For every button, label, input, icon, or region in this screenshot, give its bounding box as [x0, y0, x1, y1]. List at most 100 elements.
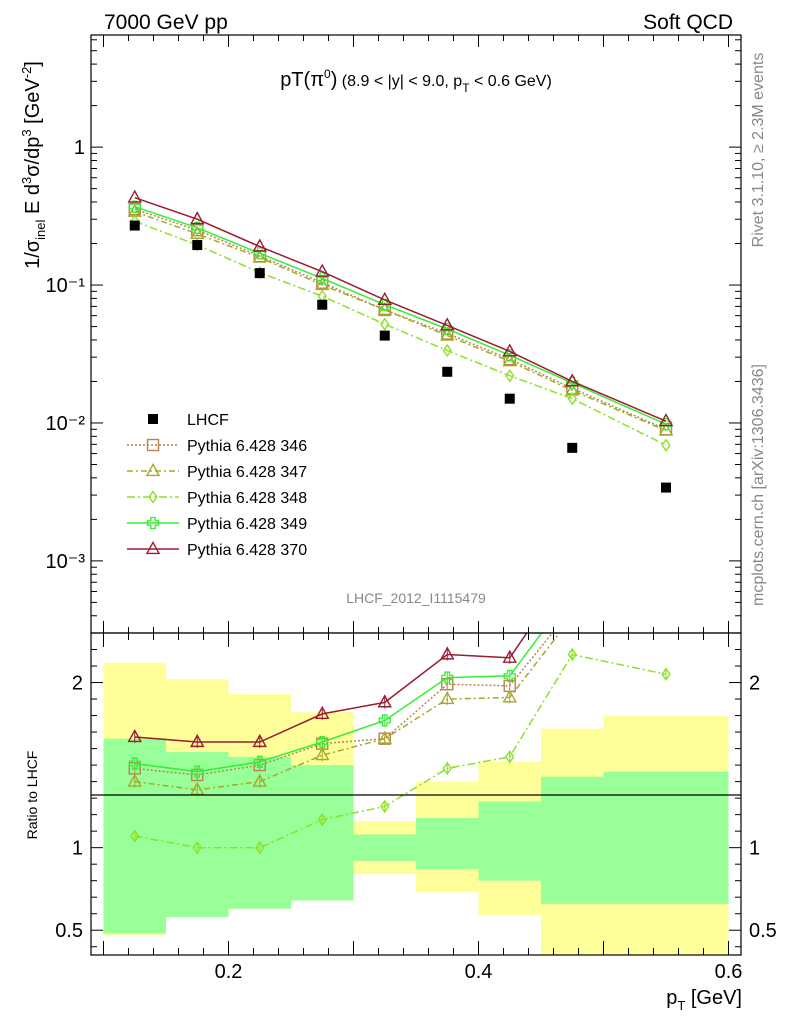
- main-series-point: [505, 369, 515, 383]
- ratio-y-tick-label: 1: [72, 838, 83, 860]
- ratio-series-point: [661, 667, 671, 682]
- main-series-point: [565, 373, 580, 387]
- main-series-point: [442, 343, 452, 358]
- ratio-series-point: [505, 750, 515, 764]
- legend-marker: [146, 516, 160, 530]
- lhcf-data-point: [254, 268, 265, 279]
- ratio-series-point: [128, 757, 141, 770]
- main-series-point: [502, 353, 517, 367]
- ratio-y-axis-label: Ratio to LHCF: [24, 751, 40, 840]
- legend-label: Pythia 6.428 370: [187, 542, 307, 559]
- ratio-series-point: [252, 773, 267, 787]
- x-tick-label: 0.2: [215, 961, 243, 983]
- legend-marker: [148, 490, 158, 504]
- ratio-series-point: [440, 690, 455, 705]
- ratio-series-point: [255, 840, 265, 855]
- lhcf-data-point: [567, 442, 578, 453]
- main-y-tick-label: 10⁻²: [46, 413, 86, 435]
- ratio-series-point: [377, 730, 392, 744]
- ratio-series-point: [190, 733, 205, 748]
- rivet-version-text: Rivet 3.1.10, ≥ 2.3M events: [750, 53, 767, 248]
- main-plot-panel: 1 10⁻¹ 10⁻² 10⁻³: [46, 34, 742, 634]
- plot-title: pT(π0) (8.9 < |y| < 9.0, pT < 0.6 GeV): [280, 67, 552, 95]
- main-series-point: [191, 221, 204, 234]
- ratio-series-point: [567, 647, 577, 662]
- legend-label: Pythia 6.428 346: [187, 438, 307, 455]
- legend-marker: [146, 438, 160, 452]
- lhcf-data-point: [317, 299, 328, 310]
- header-left: 7000 GeV pp: [104, 11, 228, 34]
- lhcf-data-point: [504, 393, 515, 404]
- ratio-series-point: [315, 705, 330, 720]
- main-series-point: [252, 249, 267, 263]
- legend-label: Pythia 6.428 347: [187, 464, 307, 481]
- main-series-line: [134, 196, 667, 422]
- main-series-point: [567, 391, 577, 406]
- x-axis-label: pT [GeV]: [666, 987, 742, 1013]
- main-series-point: [502, 343, 517, 357]
- legend-label: Pythia 6.428 348: [187, 490, 307, 507]
- main-series-point: [440, 317, 455, 331]
- x-tick-label: 0.6: [715, 961, 743, 983]
- main-series-point: [128, 200, 141, 213]
- main-y-axis-label: 1/σinel E d3σ/dp3 [GeV-2]: [19, 61, 48, 269]
- main-y-tick-label: 10⁻³: [46, 551, 86, 573]
- main-series-line: [134, 208, 667, 430]
- ratio-series-point: [317, 812, 327, 827]
- main-series-line: [134, 205, 667, 425]
- main-series-point: [252, 238, 267, 252]
- main-series-point: [440, 327, 455, 341]
- ratio-series-point: [502, 649, 517, 663]
- main-series-point: [315, 263, 330, 277]
- ratio-y-tick-label-right: 0.5: [749, 920, 777, 942]
- lhcf-data-point: [379, 330, 390, 341]
- legend-marker: [145, 540, 161, 555]
- ratio-series-point: [503, 669, 516, 683]
- legend-marker: [148, 414, 158, 424]
- ratio-band-inner: [291, 765, 354, 901]
- main-series-point: [565, 382, 580, 396]
- main-series-point: [380, 317, 390, 331]
- ratio-series-point: [440, 646, 455, 660]
- legend-marker: [145, 462, 161, 477]
- legend-label: LHCF: [187, 412, 229, 429]
- ratio-series-point: [502, 689, 517, 703]
- main-series-point: [658, 413, 674, 427]
- ratio-y-tick-label-right: 2: [749, 673, 760, 695]
- ratio-series-point: [253, 755, 266, 768]
- ratio-series-point: [316, 735, 329, 749]
- analysis-watermark: LHCF_2012_I1115479: [346, 590, 486, 606]
- ratio-band-inner: [416, 817, 479, 870]
- mcplots-credit-text: mcplots.cern.ch [arXiv:1306.3436]: [750, 364, 767, 606]
- main-series-point: [661, 438, 671, 452]
- main-y-tick-label: 1: [74, 137, 85, 159]
- main-series-point: [658, 422, 674, 436]
- ratio-series-point: [192, 840, 202, 855]
- main-y-tick-label: 10⁻¹: [46, 275, 86, 297]
- ratio-band-inner: [478, 801, 541, 881]
- ratio-band-inner: [603, 771, 729, 904]
- main-series-line: [134, 210, 667, 432]
- main-series-line: [134, 220, 667, 446]
- ratio-series-point: [127, 773, 142, 787]
- ratio-y-tick-label-right: 1: [749, 838, 760, 860]
- header-right: Soft QCD: [643, 11, 733, 34]
- ratio-series-point: [252, 733, 267, 748]
- ratio-series-point: [190, 781, 205, 795]
- main-series-point: [315, 276, 330, 291]
- legend-label: Pythia 6.428 349: [187, 516, 307, 533]
- ratio-y-tick-label: 2: [72, 673, 83, 695]
- ratio-series-point: [377, 694, 392, 708]
- ratio-plot-panel: 0.5 0.5 1 1 2 2 0.2 0.4 0.6: [55, 632, 777, 983]
- lhcf-data-point: [192, 240, 203, 251]
- ratio-series-point: [127, 728, 142, 743]
- ratio-band-inner: [353, 834, 416, 861]
- ratio-band-inner: [541, 776, 604, 904]
- main-series-point: [190, 225, 205, 239]
- lhcf-data-point: [129, 220, 140, 231]
- main-series-point: [190, 211, 205, 225]
- ratio-series-point: [130, 829, 140, 843]
- x-tick-label: 0.4: [465, 961, 493, 983]
- lhcf-data-point: [442, 366, 453, 377]
